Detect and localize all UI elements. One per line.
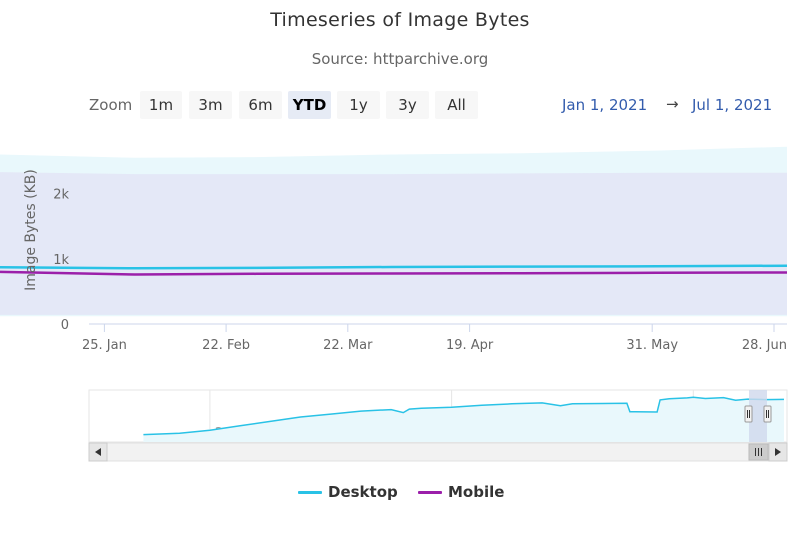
error-bands: [0, 146, 787, 317]
legend-item-desktop[interactable]: Desktop: [298, 483, 398, 503]
x-tick-label: 31. May: [626, 338, 678, 353]
scrollbar[interactable]: [88, 442, 788, 462]
y-tick-label: 0: [61, 318, 69, 333]
navigator[interactable]: 201220162020: [88, 389, 788, 443]
x-tick-label: 28. Jun: [742, 338, 787, 353]
range-from-input[interactable]: Jan 1, 2021: [562, 96, 648, 114]
zoom-button-1m[interactable]: 1m: [140, 91, 182, 119]
y-axis-title: Image Bytes (KB): [23, 169, 39, 291]
legend-swatch-desktop: [298, 491, 322, 494]
grip-icon: [755, 448, 762, 456]
zoom-button-6m[interactable]: 6m: [239, 91, 282, 119]
arrow-right-icon: [775, 448, 781, 456]
chart-title: Timeseries of Image Bytes: [270, 9, 530, 31]
y-tick-label: 2k: [53, 188, 69, 203]
range-to-input[interactable]: Jul 1, 2021: [692, 96, 773, 114]
zoom-button-3m[interactable]: 3m: [189, 91, 232, 119]
scrollbar-track[interactable]: [88, 442, 788, 462]
legend-item-mobile[interactable]: Mobile: [418, 483, 518, 503]
series-line-mobile[interactable]: [0, 270, 788, 276]
x-tick-label: 22. Feb: [202, 338, 250, 353]
legend-swatch-mobile: [418, 491, 442, 494]
x-tick-label: 19. Apr: [446, 338, 494, 353]
y-axis: 0 1k 2k: [53, 188, 69, 333]
error-band-mobile: [0, 172, 787, 315]
arrow-left-icon: [95, 448, 101, 456]
zoom-button-3y[interactable]: 3y: [386, 91, 429, 119]
zoom-label: Zoom: [89, 96, 133, 114]
navigator-area: [143, 397, 784, 442]
zoom-button-ytd[interactable]: YTD: [288, 91, 331, 119]
x-tick-label: 25. Jan: [82, 338, 127, 353]
x-axis: 25. Jan 22. Feb 22. Mar 19. Apr 31. May 28. J…: [82, 324, 787, 353]
x-tick-label: 22. Mar: [323, 338, 373, 353]
series-lines: [0, 264, 788, 276]
legend-label-mobile: Mobile: [448, 483, 505, 501]
navigator-line: [143, 396, 785, 436]
navigator-handle-left[interactable]: [744, 405, 753, 423]
range-arrow-icon: →: [666, 95, 679, 113]
chart-subtitle: Source: httparchive.org: [311, 50, 489, 68]
legend: Desktop Mobile: [0, 483, 800, 503]
zoom-button-1y[interactable]: 1y: [337, 91, 380, 119]
navigator-series: [143, 396, 785, 442]
zoom-button-all[interactable]: All: [435, 91, 478, 119]
navigator-selection[interactable]: [749, 390, 767, 442]
legend-label-desktop: Desktop: [328, 483, 398, 501]
y-tick-label: 1k: [53, 253, 69, 268]
series-line-desktop[interactable]: [0, 264, 788, 270]
navigator-handle-right[interactable]: [763, 405, 772, 423]
